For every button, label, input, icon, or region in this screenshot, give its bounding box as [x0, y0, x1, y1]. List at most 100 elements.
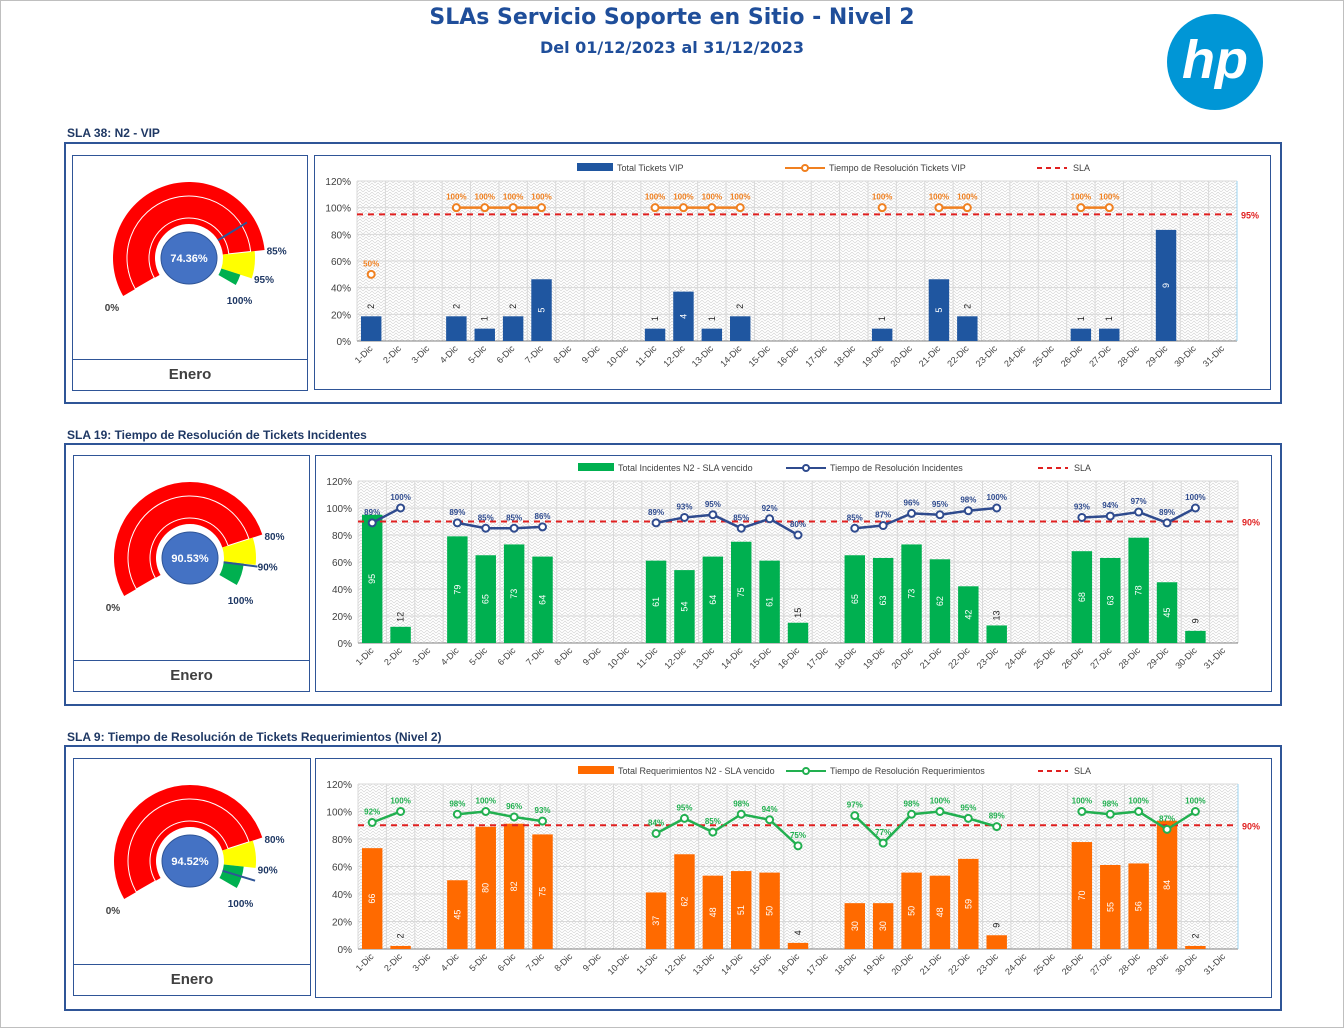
- bar: [929, 559, 951, 643]
- bar-data-label: 45: [452, 910, 462, 920]
- bar-data-label: 66: [367, 894, 377, 904]
- line-data-label: 98%: [449, 799, 465, 808]
- bar-data-label: 9: [992, 923, 1002, 928]
- line-data-label: 100%: [1071, 193, 1091, 202]
- line-point: [396, 807, 406, 816]
- bar-data-label: 68: [1077, 592, 1087, 602]
- x-tick-label: 1-Dic: [354, 951, 376, 973]
- line-point: [1077, 807, 1087, 816]
- gauge-label-min: 0%: [106, 906, 121, 917]
- y-tick-label: 60%: [331, 257, 351, 268]
- line-segment: [1110, 810, 1139, 816]
- x-tick-label: 5-Dic: [467, 951, 489, 973]
- line-data-label: 98%: [904, 799, 920, 808]
- x-tick-label: 27-Dic: [1088, 645, 1114, 671]
- gauge-green-band: [219, 561, 244, 585]
- x-tick-label: 8-Dic: [551, 343, 573, 365]
- bar-data-label: 84: [1162, 880, 1172, 890]
- line-point: [367, 518, 377, 528]
- line-segment: [371, 506, 402, 524]
- legend-sla-label: SLA: [1074, 766, 1091, 776]
- x-tick-label: 1-Dic: [353, 343, 375, 365]
- line-point: [1077, 512, 1087, 522]
- gauge-red-band: [113, 182, 265, 296]
- line-segment: [655, 516, 685, 525]
- gauge-needle: [223, 561, 258, 568]
- sla-label: 90%: [1242, 518, 1260, 528]
- bar-data-label: 1: [1076, 316, 1086, 321]
- x-tick-label: 28-Dic: [1117, 645, 1143, 671]
- x-tick-label: 22-Dic: [946, 645, 972, 671]
- bar: [901, 872, 922, 949]
- chart: 0% 20% 40% 60% 80% 100% 120% 95 12 79 65 73 64 61 54 64…: [326, 463, 1260, 671]
- bar-data-label: 2: [962, 304, 972, 309]
- x-tick-label: 2-Dic: [381, 343, 403, 365]
- line-point: [907, 809, 917, 819]
- line-data-label: 85%: [478, 513, 494, 522]
- line-point: [878, 838, 888, 848]
- line-point: [850, 811, 860, 821]
- bar: [532, 834, 553, 949]
- x-tick-label: 3-Dic: [410, 645, 432, 667]
- gauge-label-max: 100%: [228, 899, 254, 910]
- x-tick-label: 3-Dic: [410, 951, 432, 973]
- bar: [1155, 229, 1177, 341]
- line-data-label: 86%: [535, 512, 551, 521]
- section-sla38: 74.36% 0% 85% 95% 100% Enero 0% 20% 40% 60% 80% 1…: [64, 142, 1282, 404]
- line-point: [508, 203, 518, 213]
- x-tick-label: 16-Dic: [775, 343, 801, 369]
- x-tick-label: 14-Dic: [719, 951, 745, 977]
- x-tick-label: 17-Dic: [804, 645, 830, 671]
- section-label-sla38: SLA 38: N2 - VIP: [67, 126, 160, 140]
- line-data-label: 100%: [390, 797, 410, 806]
- legend-line-label: Tiempo de Resolución Requerimientos: [830, 766, 985, 776]
- gauge-label-threshold-2: 90%: [258, 865, 278, 876]
- bar: [447, 880, 468, 949]
- legend-sla-label: SLA: [1074, 463, 1091, 473]
- line-data-label: 100%: [872, 193, 892, 202]
- bar: [645, 892, 667, 949]
- x-tick-label: 29-Dic: [1145, 645, 1171, 671]
- line-point: [878, 521, 888, 531]
- line-data-label: 95%: [932, 500, 948, 509]
- bar: [986, 625, 1007, 643]
- bar-data-label: 2: [366, 304, 376, 309]
- bar: [531, 279, 552, 341]
- line-point: [1104, 203, 1114, 213]
- x-tick-label: 15-Dic: [748, 951, 774, 977]
- gauge-label-threshold-1: 80%: [264, 532, 284, 543]
- legend-bar-label: Total Tickets VIP: [617, 163, 684, 173]
- line-data-label: 100%: [446, 193, 466, 202]
- line-segment: [1166, 810, 1197, 831]
- x-tick-label: 19-Dic: [861, 645, 887, 671]
- section-sla9: 94.52% 0% 80% 90% 100% Enero 0% 20% 40% 60% 80% 1…: [64, 745, 1282, 1011]
- bar-data-label: 80: [481, 883, 491, 893]
- gauge-label-threshold-2: 95%: [254, 275, 274, 286]
- x-tick-label: 13-Dic: [691, 951, 717, 977]
- gauge-center: [161, 531, 219, 585]
- line-data-label: 89%: [989, 812, 1005, 821]
- x-tick-label: 17-Dic: [804, 951, 830, 977]
- line-segment: [882, 512, 913, 527]
- bar: [475, 555, 496, 643]
- bar: [390, 626, 411, 643]
- bar: [844, 555, 865, 643]
- bar: [701, 328, 723, 341]
- x-tick-label: 18-Dic: [833, 645, 859, 671]
- line-data-label: 96%: [506, 802, 522, 811]
- gauge-center: [160, 231, 218, 285]
- sla-label: 95%: [1241, 210, 1259, 220]
- bar-data-label: 1: [480, 316, 490, 321]
- bar: [360, 316, 382, 341]
- bar-data-label: 61: [765, 597, 775, 607]
- line-data-label: 85%: [847, 513, 863, 522]
- x-tick-label: 23-Dic: [974, 343, 1000, 369]
- bar: [1185, 945, 1206, 949]
- legend-line-marker: [802, 464, 810, 472]
- x-tick-label: 1-Dic: [354, 645, 376, 667]
- line-data-label: 96%: [904, 498, 920, 507]
- bar-data-label: 5: [537, 308, 547, 313]
- bar: [502, 316, 524, 341]
- x-tick-label: 22-Dic: [945, 343, 971, 369]
- bar: [929, 875, 951, 949]
